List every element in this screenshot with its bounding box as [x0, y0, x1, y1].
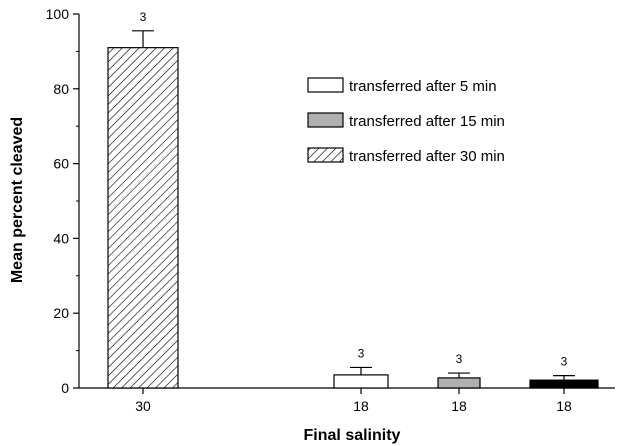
- x-tick-label: 18: [556, 398, 572, 414]
- y-tick-label: 60: [53, 156, 69, 172]
- legend-label: transferred after 5 min: [349, 78, 497, 95]
- legend-swatch: [307, 147, 344, 163]
- bar: [333, 374, 389, 389]
- x-axis-title: Final salinity: [304, 427, 401, 444]
- n-label: 3: [456, 352, 463, 366]
- y-tick-label: 40: [53, 230, 69, 246]
- y-tick-label: 100: [46, 6, 70, 22]
- legend-label: transferred after 15 min: [349, 113, 505, 130]
- bar: [437, 377, 481, 389]
- legend-swatch: [307, 112, 344, 128]
- bar: [529, 379, 599, 389]
- bar: [107, 47, 179, 389]
- n-label: 3: [561, 355, 568, 369]
- y-tick-label: 0: [61, 380, 69, 396]
- y-tick-label: 20: [53, 305, 69, 321]
- y-axis-title: Mean percent cleaved: [9, 117, 26, 283]
- y-tick-label: 80: [53, 81, 69, 97]
- legend-label: transferred after 30 min: [349, 148, 505, 165]
- x-tick-label: 18: [451, 398, 467, 414]
- x-tick-label: 30: [135, 398, 151, 414]
- x-tick-label: 18: [353, 398, 369, 414]
- n-label: 3: [140, 10, 147, 24]
- bars: 3 30 3 18 3 18 3 18: [107, 10, 599, 414]
- legend-swatch: [307, 77, 344, 93]
- n-label: 3: [358, 346, 365, 360]
- legend: transferred after 5 min transferred after…: [307, 77, 505, 165]
